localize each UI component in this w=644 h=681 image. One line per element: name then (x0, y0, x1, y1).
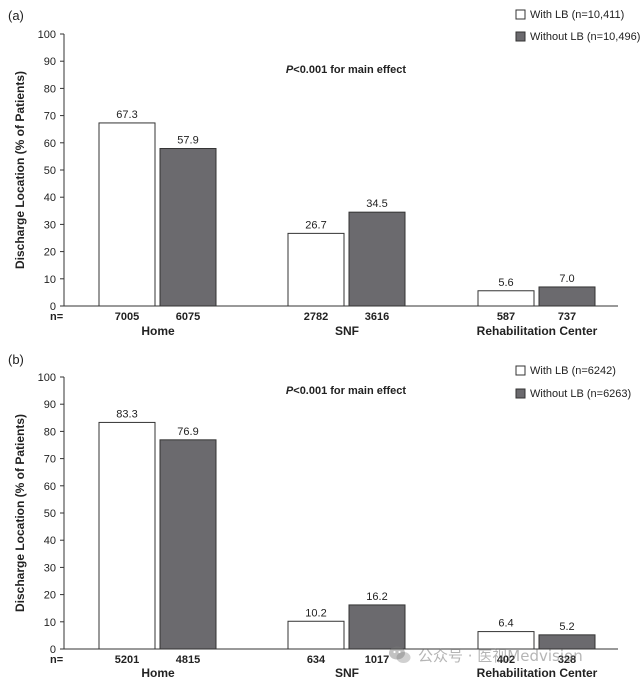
panel-b-data-label: 6.4 (498, 618, 513, 630)
panel-a-label: (a) (8, 8, 24, 23)
panel-a-y-tick-label: 10 (44, 274, 56, 286)
panel-b-bar (538, 634, 596, 650)
panel-b-bar (287, 620, 345, 650)
panel-a-y-tick-label: 50 (44, 165, 56, 177)
panel-b-y-tick-label: 100 (38, 372, 56, 384)
panel-b-category-label: Rehabilitation Center (477, 666, 598, 680)
panel-b-bar (98, 421, 156, 650)
panel-b-y-axis-label: Discharge Location (% of Patients) (13, 414, 27, 612)
panel-a-data-label: 67.3 (116, 109, 137, 121)
panel-a-data-label: 34.5 (366, 198, 387, 210)
panel-b-n-label: n= (50, 654, 63, 666)
panel-a-n-value: 737 (558, 311, 576, 323)
panel-b-bar (348, 604, 406, 650)
panel-a-n-label: n= (50, 311, 63, 323)
panel-a-y-tick-label: 80 (44, 83, 56, 95)
panel-a-legend-swatch (515, 9, 526, 20)
panel-a-n-value: 7005 (115, 311, 139, 323)
panel-a-y-tick-label: 40 (44, 192, 56, 204)
panel-a-y-tick-label: 30 (44, 219, 56, 231)
panel-a-y-tick-label: 60 (44, 138, 56, 150)
panel-b-annotation: P<0.001 for main effect (286, 385, 406, 397)
panel-b-y-tick-label: 30 (44, 562, 56, 574)
panel-b-n-value: 634 (307, 654, 326, 666)
panel-a-bar (477, 290, 535, 307)
panel-b-y-tick-label: 70 (44, 454, 56, 466)
panel-b-n-value: 402 (497, 654, 515, 666)
panel-b-y-tick-label: 0 (50, 644, 56, 656)
panel-b-legend-swatch (515, 388, 526, 399)
panel-a-category-label: Home (141, 324, 175, 338)
watermark-text: 公众号 · 医视Medvision (418, 646, 583, 665)
panel-a-y-tick-label: 0 (50, 301, 56, 313)
panel-b-data-label: 16.2 (366, 591, 387, 603)
panel-a-category-label: SNF (335, 324, 359, 338)
panel-a-n-value: 3616 (365, 311, 389, 323)
panel-b-y-tick-label: 60 (44, 481, 56, 493)
panel-a-data-label: 57.9 (177, 135, 198, 147)
panel-b-category-label: Home (141, 666, 175, 680)
panel-b-y-tick-label: 40 (44, 535, 56, 547)
panel-b-n-value: 5201 (115, 654, 139, 666)
panel-b-legend-swatch (515, 365, 526, 376)
panel-a-bar (159, 148, 217, 307)
panel-b-y-tick-label: 80 (44, 426, 56, 438)
panel-b-y-tick-label: 10 (44, 617, 56, 629)
panel-a-legend-label: Without LB (n=10,496) (530, 31, 640, 43)
panel-a-y-axis-label: Discharge Location (% of Patients) (13, 71, 27, 269)
panel-b-legend-label: Without LB (n=6263) (530, 388, 631, 400)
panel-b-bar (477, 631, 535, 650)
panel-a-bar (348, 211, 406, 307)
panel-b-y-tick-label: 50 (44, 508, 56, 520)
panel-a-y-tick-label: 100 (38, 29, 56, 41)
panel-a-data-label: 5.6 (498, 277, 513, 289)
panel-b-data-label: 10.2 (305, 607, 326, 619)
panel-a-data-label: 26.7 (305, 219, 326, 231)
panel-a-legend-label: With LB (n=10,411) (530, 9, 624, 21)
panel-a-n-value: 587 (497, 311, 515, 323)
panel-a-n-value: 6075 (176, 311, 200, 323)
watermark: 公众号 · 医视Medvision (388, 640, 638, 670)
panel-b-n-value: 328 (558, 654, 576, 666)
wechat-icon (389, 646, 411, 663)
panel-a-y-tick-label: 20 (44, 247, 56, 259)
panel-a-y-tick-label: 90 (44, 56, 56, 68)
panel-a-legend-swatch (515, 31, 526, 42)
panel-b-data-label: 83.3 (116, 408, 137, 420)
panel-a-y-tick-label: 70 (44, 111, 56, 123)
panel-a-bar (538, 286, 596, 307)
panel-a-bar (98, 122, 156, 307)
panel-a-bar (287, 232, 345, 307)
panel-b-data-label: 76.9 (177, 426, 198, 438)
panel-a-data-label: 7.0 (559, 273, 574, 285)
panel-b-data-label: 5.2 (559, 621, 574, 633)
panel-a-category-label: Rehabilitation Center (477, 324, 598, 338)
panel-b-y-tick-label: 90 (44, 399, 56, 411)
panel-a-annotation: P<0.001 for main effect (286, 64, 406, 76)
panel-b-category-label: SNF (335, 666, 359, 680)
panel-b-n-value: 1017 (365, 654, 389, 666)
panel-b-legend-label: With LB (n=6242) (530, 365, 616, 377)
panel-b-label: (b) (8, 352, 24, 367)
panel-b-bar (159, 439, 217, 650)
panel-b-y-tick-label: 20 (44, 590, 56, 602)
panel-b-n-value: 4815 (176, 654, 200, 666)
panel-a-n-value: 2782 (304, 311, 328, 323)
